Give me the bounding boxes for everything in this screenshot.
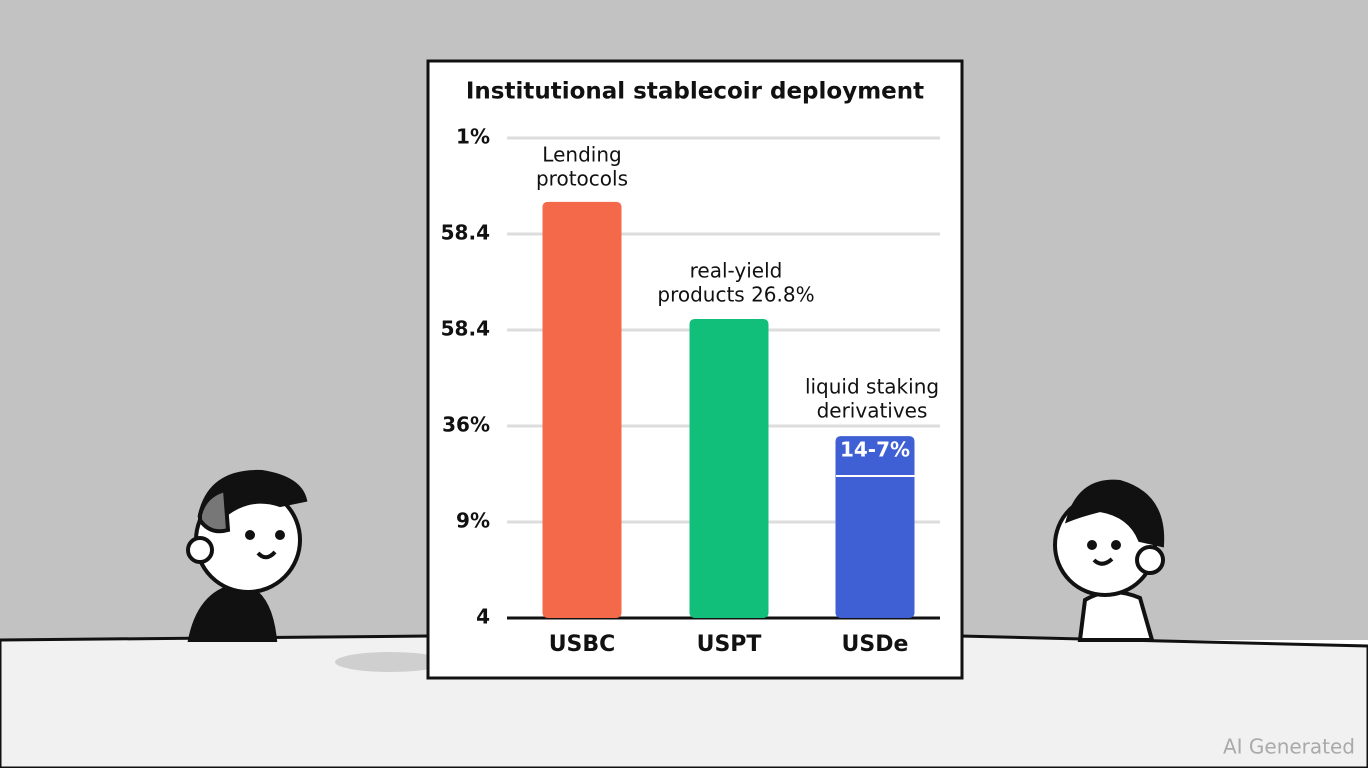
annotation: products 26.8% [657,283,814,307]
y-tick-label: 58.4 [441,317,490,341]
x-tick-label: USDe [842,632,909,657]
left-character [186,469,308,642]
annotation: Lending [542,143,621,167]
chart-title: Institutional stablecoir deployment [466,79,924,105]
annotation: real-yield [690,259,783,283]
y-tick-label: 36% [442,413,490,437]
annotation: liquid staking [805,375,939,399]
annotation: protocols [536,167,628,191]
shadow [335,652,445,672]
annotation: 14-7% [840,438,910,462]
y-tick-label: 58.4 [441,221,490,245]
watermark: AI Generated [1223,735,1355,759]
bar [542,201,622,618]
annotation: derivatives [817,399,928,423]
y-tick-label: 4 [476,605,490,629]
x-tick-label: USPT [697,632,762,657]
right-character [1053,479,1165,642]
y-tick-label: 9% [456,509,490,533]
bar [689,318,769,618]
bar [835,436,915,618]
y-tick-label: 1% [456,125,490,149]
x-tick-label: USBC [549,632,616,657]
